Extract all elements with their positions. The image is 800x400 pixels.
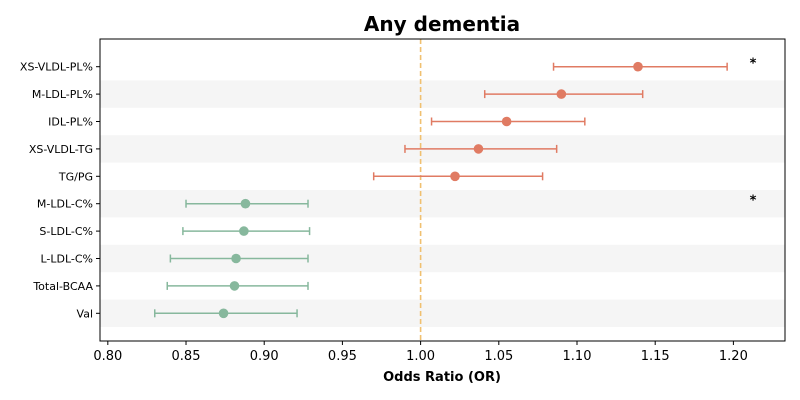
x-axis-label: Odds Ratio (OR) [383,370,501,385]
plot-frame [99,38,786,342]
y-axis-ticks: XS-VLDL-PL% M-LDL-PL% IDL-PL% XS-VLDL-TG TG/… [20,61,100,320]
y-tick-label: M-LDL-C% [37,198,93,211]
x-tick-label: 0.90 [250,349,279,364]
x-axis-ticks: 0.80 0.85 0.90 0.95 1.00 1.05 1.10 1.15 1.20 [93,341,748,364]
or-point [556,89,567,99]
x-tick-label: 0.80 [93,349,122,364]
y-tick-label: Val [77,307,93,320]
chart-title: Any dementia [364,12,520,36]
x-tick-label: 1.00 [406,349,435,364]
significance-marker: * [750,57,757,72]
x-tick-label: 1.10 [563,349,592,364]
y-tick-label: S-LDL-C% [39,225,93,238]
significance-marker: * [750,194,757,209]
data-marks: ** [153,57,757,319]
y-tick-label: XS-VLDL-TG [29,143,93,156]
y-tick-label: M-LDL-PL% [32,88,93,101]
x-tick-label: 0.85 [172,349,201,364]
or-point [229,281,240,291]
x-tick-label: 0.95 [328,349,357,364]
y-tick-label: L-LDL-C% [40,253,93,266]
or-point [231,253,241,264]
or-point [450,171,460,182]
or-point [239,226,249,236]
y-tick-label: TG/PG [58,170,93,183]
y-tick-label: IDL-PL% [48,116,93,129]
row-band [100,80,785,108]
x-tick-label: 1.15 [641,349,670,364]
y-tick-label: XS-VLDL-PL% [20,61,93,74]
x-tick-label: 1.05 [484,349,513,364]
y-tick-label: Total-BCAA [32,280,93,293]
or-point [218,308,229,319]
or-point [633,61,643,72]
or-point [501,116,512,127]
or-point [240,198,251,209]
or-point [473,144,484,154]
x-tick-label: 1.20 [719,349,748,364]
